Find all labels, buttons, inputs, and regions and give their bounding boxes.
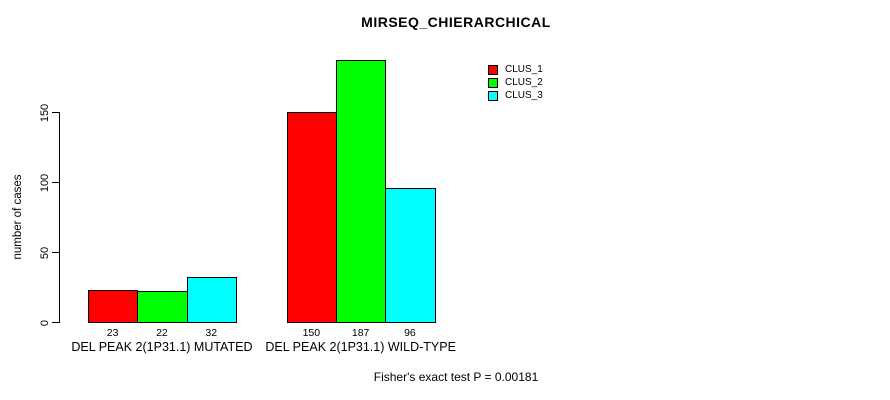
legend-item: CLUS_1 xyxy=(488,63,543,76)
bar-clus_1-group2 xyxy=(286,112,337,323)
bar-clus_1-group1 xyxy=(88,289,139,323)
y-tick xyxy=(52,252,59,253)
y-tick xyxy=(52,322,59,323)
legend-item: CLUS_2 xyxy=(488,76,543,89)
bar-clus_3-group1 xyxy=(186,277,237,323)
y-tick-label: 150 xyxy=(39,103,51,122)
bar-clus_3-group2 xyxy=(385,187,436,323)
legend-item: CLUS_3 xyxy=(488,89,543,102)
legend-swatch-clus_3 xyxy=(488,90,498,101)
y-tick-label: 50 xyxy=(39,246,51,259)
legend-swatch-clus_2 xyxy=(488,77,498,88)
y-tick-label: 100 xyxy=(39,173,51,192)
y-tick xyxy=(52,112,59,113)
legend-label: CLUS_2 xyxy=(505,77,543,88)
chart-title: MIRSEQ_CHIERARCHICAL xyxy=(361,14,551,30)
y-tick xyxy=(52,182,59,183)
bar-clus_2-group2 xyxy=(336,60,387,323)
footer-pvalue: Fisher's exact test P = 0.00181 xyxy=(373,370,539,384)
bar-value-label: 187 xyxy=(351,327,370,339)
bar-value-label: 96 xyxy=(404,327,416,339)
y-axis-line xyxy=(59,112,60,323)
legend-label: CLUS_1 xyxy=(505,64,543,75)
y-tick-label: 0 xyxy=(39,319,51,326)
y-axis-label: number of cases xyxy=(12,174,24,260)
bar-value-label: 23 xyxy=(106,327,119,339)
bar-value-label: 22 xyxy=(156,327,168,339)
legend: CLUS_1 CLUS_2 CLUS_3 xyxy=(488,63,543,102)
bar-clus_2-group1 xyxy=(137,291,188,323)
bar-value-label: 150 xyxy=(302,327,321,339)
legend-swatch-clus_1 xyxy=(488,64,498,75)
legend-label: CLUS_3 xyxy=(505,90,543,101)
bar-value-label: 32 xyxy=(205,327,218,339)
group-label: DEL PEAK 2(1P31.1) WILD-TYPE xyxy=(265,340,456,354)
group-label: DEL PEAK 2(1P31.1) MUTATED xyxy=(71,340,253,354)
